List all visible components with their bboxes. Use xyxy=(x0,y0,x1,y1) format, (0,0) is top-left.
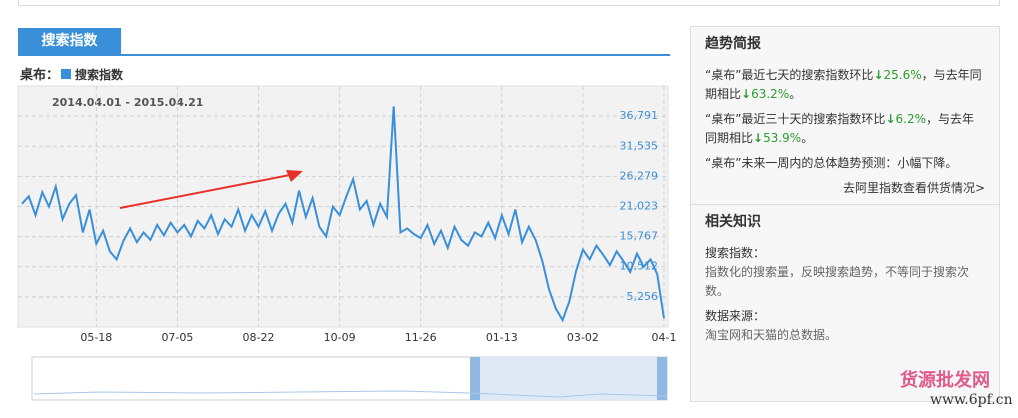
chart: 2014.04.01 - 2015.04.21 05-18 07-05 08-22 1… xyxy=(17,85,677,401)
down-arrow: ↓ xyxy=(885,112,896,126)
percent: 6.2% xyxy=(895,112,927,126)
trend-section: 趋势简报 “桌布”最近七天的搜索指数环比↓25.6%，与去年同期相比↓63.2%… xyxy=(691,27,999,204)
x-tick-label: 03-02 xyxy=(567,331,599,344)
y-tick-label: 26,279 xyxy=(620,169,659,182)
watermark: 货源批发网 xyxy=(900,370,990,391)
legend-series[interactable]: 搜索指数 xyxy=(75,68,124,82)
y-tick-label: 5,256 xyxy=(627,290,659,303)
sidebar: 趋势简报 “桌布”最近七天的搜索指数环比↓25.6%，与去年同期相比↓63.2%… xyxy=(690,26,1000,402)
navigator-line xyxy=(33,390,668,398)
navigator-handle[interactable] xyxy=(470,357,480,400)
navigator-window[interactable] xyxy=(470,357,667,400)
x-tick-label: 11-26 xyxy=(405,331,437,344)
arrow-head xyxy=(286,170,303,182)
tab[interactable]: 搜索指数 xyxy=(18,28,121,55)
desc: 淘宝网和天猫的总数据。 xyxy=(705,328,838,342)
tab-line xyxy=(18,54,670,56)
x-tick-label: 08-22 xyxy=(243,331,275,344)
y-tick-label: 21,023 xyxy=(620,200,659,213)
link[interactable]: 去阿里指数查看供货情况> xyxy=(842,181,985,195)
navigator-handle[interactable] xyxy=(657,357,667,400)
x-tick-label: 10-09 xyxy=(324,331,356,344)
text: 。 xyxy=(789,87,802,101)
text: ，与去年同期相比 xyxy=(705,68,982,101)
x-tick-label: 05-18 xyxy=(80,331,112,344)
text: “桌布”最近三十天的搜索指数环比 xyxy=(705,112,886,126)
text: “桌布”未来一周内的总体趋势预测：小幅下降。 xyxy=(705,156,958,170)
arrow xyxy=(119,173,296,209)
down-arrow: ↓ xyxy=(753,131,764,145)
data-line xyxy=(21,106,665,323)
trend-item: “桌布”最近七天的搜索指数环比↓25.6%，与去年同期相比↓63.2%。 xyxy=(705,66,985,104)
legend-swatch xyxy=(61,69,72,79)
term: 搜索指数： xyxy=(705,246,766,260)
y-tick-label: 31,535 xyxy=(620,139,659,152)
watermark-url: www.6pf.cn xyxy=(930,392,1013,408)
section-title: 趋势简报 xyxy=(705,36,761,52)
percent: 25.6% xyxy=(883,68,922,82)
down-arrow: ↓ xyxy=(741,87,752,101)
term: 数据来源： xyxy=(705,309,766,323)
desc: 指数化的搜索量，反映搜索趋势，不等同于搜索次数。 xyxy=(705,265,970,298)
legend: 桌布： 搜索指数 xyxy=(20,64,123,83)
text: 。 xyxy=(801,131,814,145)
x-tick-label: 04-1 xyxy=(652,331,677,344)
percent: 53.9% xyxy=(763,131,802,145)
y-tick-label: 15,767 xyxy=(620,230,659,243)
legend-label: 桌布： xyxy=(20,68,60,83)
text: ，与去年同期相比 xyxy=(705,112,975,145)
chart-subtitle: 2014.04.01 - 2015.04.21 xyxy=(52,96,203,109)
section-title: 相关知识 xyxy=(705,214,761,230)
x-tick-label: 07-05 xyxy=(161,331,193,344)
knowledge-section: 相关知识 搜索指数： 指数化的搜索量，反映搜索趋势，不等同于搜索次数。 数据来源… xyxy=(691,205,999,357)
text: “桌布”最近七天的搜索指数环比 xyxy=(705,68,874,82)
trend-item: “桌布”未来一周内的总体趋势预测：小幅下降。 xyxy=(705,154,985,173)
percent: 63.2% xyxy=(751,87,790,101)
top-bar xyxy=(18,0,1000,6)
down-arrow: ↓ xyxy=(873,68,884,82)
y-tick-label: 36,791 xyxy=(620,109,659,122)
x-tick-label: 01-13 xyxy=(486,331,518,344)
trend-item: “桌布”最近三十天的搜索指数环比↓6.2%，与去年同期相比↓53.9%。 xyxy=(705,110,985,148)
